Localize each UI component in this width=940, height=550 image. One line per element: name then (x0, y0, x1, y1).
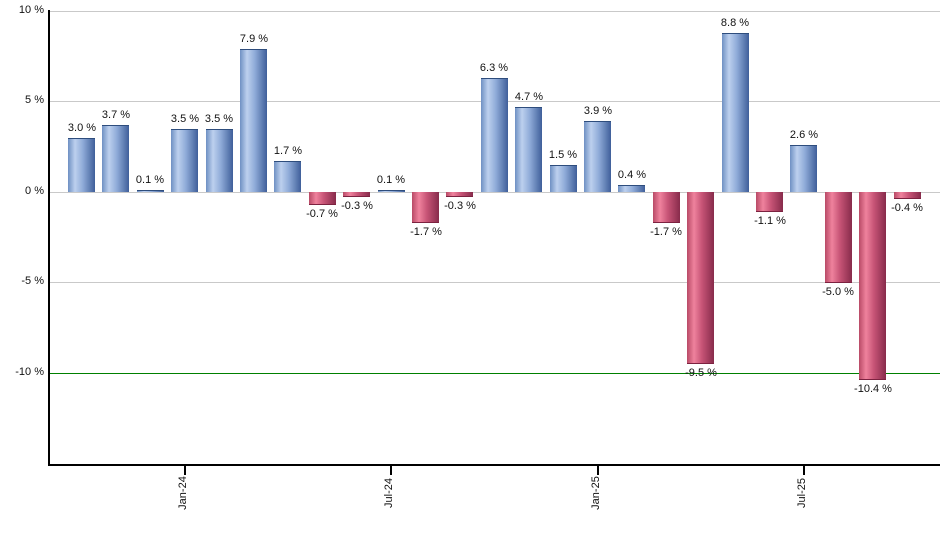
y-axis-tick-label: 0 % (25, 185, 44, 197)
x-axis-tick-label: Jul-25 (796, 478, 808, 508)
bar (446, 192, 473, 197)
bar-value-label: -0.4 % (891, 202, 923, 214)
bar (206, 129, 233, 192)
bar-value-label: 1.7 % (273, 145, 303, 157)
y-axis-tick-label: -10 % (15, 366, 44, 378)
bar (481, 78, 508, 192)
bar-value-label: -0.7 % (306, 208, 338, 220)
bar-value-label: 3.5 % (204, 113, 234, 125)
bar-value-label: 1.5 % (548, 149, 578, 161)
threshold-line (49, 373, 940, 374)
bar (584, 121, 611, 192)
bar (825, 192, 852, 283)
bar-value-label: 0.4 % (617, 169, 647, 181)
y-axis-line (48, 10, 50, 466)
bar (68, 138, 95, 192)
gridline (49, 192, 940, 193)
bar (653, 192, 680, 223)
bar-value-label: -1.7 % (410, 226, 442, 238)
x-axis-tick-mark (803, 466, 805, 475)
x-axis-tick-label: Jan-24 (177, 476, 189, 510)
gridline (49, 282, 940, 283)
x-axis-line (48, 464, 940, 466)
bar-value-label: -1.1 % (754, 215, 786, 227)
y-axis-tick-label: -5 % (21, 275, 44, 287)
bar (171, 129, 198, 192)
bar-value-label: 3.5 % (170, 113, 200, 125)
bar-value-label: 3.0 % (67, 122, 97, 134)
bar-value-label: -10.4 % (854, 383, 892, 395)
bar (687, 192, 714, 364)
bar (309, 192, 336, 205)
bar-value-label: 6.3 % (479, 62, 509, 74)
bar (790, 145, 817, 192)
bar-value-label: 2.6 % (789, 129, 819, 141)
bar-value-label: 3.7 % (101, 109, 131, 121)
bar (894, 192, 921, 199)
bar-value-label: -0.3 % (341, 200, 373, 212)
bar (550, 165, 577, 192)
bar-value-label: -1.7 % (650, 226, 682, 238)
bar (137, 190, 164, 192)
gridline (49, 11, 940, 12)
bar-value-label: 8.8 % (720, 17, 750, 29)
bar-value-label: 0.1 % (376, 174, 406, 186)
x-axis-tick-mark (597, 466, 599, 475)
bar-value-label: 4.7 % (514, 91, 544, 103)
x-axis-tick-label: Jul-24 (383, 478, 395, 508)
x-axis-tick-mark (390, 466, 392, 475)
y-axis-tick-label: 5 % (25, 94, 44, 106)
bar-value-label: 0.1 % (135, 174, 165, 186)
bar-value-label: -0.3 % (444, 200, 476, 212)
bar (859, 192, 886, 380)
bar (412, 192, 439, 223)
bar (343, 192, 370, 197)
x-axis-tick-label: Jan-25 (590, 476, 602, 510)
bar-value-label: 7.9 % (239, 33, 269, 45)
bar (274, 161, 301, 192)
x-axis-tick-mark (184, 466, 186, 475)
y-axis-tick-label: 10 % (18, 4, 44, 16)
bar (618, 185, 645, 192)
bar-value-label: -5.0 % (822, 286, 854, 298)
bar (102, 125, 129, 192)
bar-value-label: -9.5 % (685, 367, 717, 379)
bar (756, 192, 783, 212)
bar (515, 107, 542, 192)
bar (378, 190, 405, 192)
bar (240, 49, 267, 192)
bar (722, 33, 749, 192)
bar-value-label: 3.9 % (583, 105, 613, 117)
